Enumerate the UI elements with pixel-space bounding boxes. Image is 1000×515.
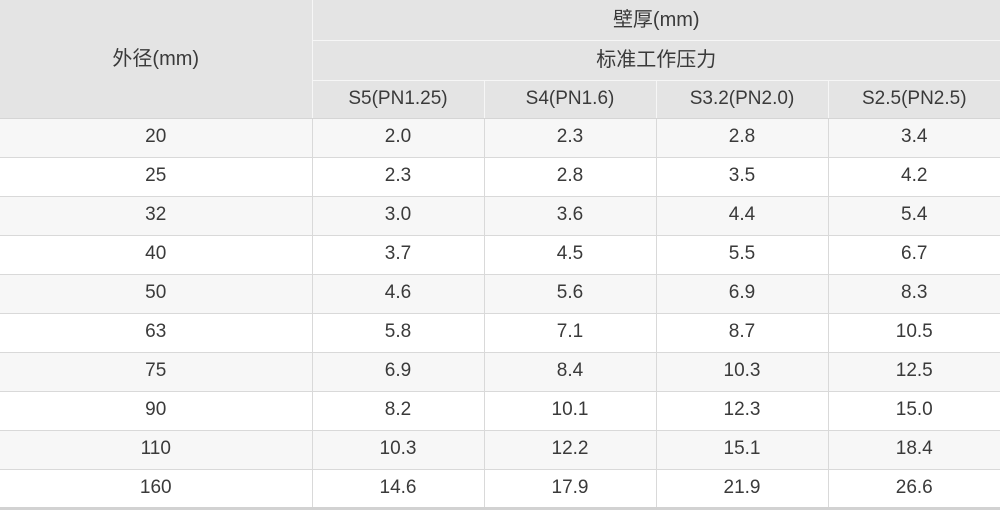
outer-diameter-header: 外径(mm) xyxy=(0,0,313,119)
column-header-s2-5: S2.5(PN2.5) xyxy=(827,79,1000,119)
wall-thickness-cell: 4.4 xyxy=(655,195,829,236)
wall-thickness-cell: 17.9 xyxy=(483,468,657,510)
table-row: 160 14.6 17.9 21.9 26.6 xyxy=(0,468,1000,510)
table-row: 32 3.0 3.6 4.4 5.4 xyxy=(0,195,1000,236)
wall-thickness-cell: 10.5 xyxy=(827,312,1000,353)
table-header: 外径(mm) 壁厚(mm) 标准工作压力 S5(PN1.25) S4(PN1.6… xyxy=(0,0,1000,119)
wall-thickness-cell: 3.7 xyxy=(311,234,485,275)
column-header-s5: S5(PN1.25) xyxy=(312,79,485,119)
outer-diameter-cell: 75 xyxy=(0,351,313,392)
wall-thickness-cell: 18.4 xyxy=(827,429,1000,470)
wall-thickness-cell: 5.6 xyxy=(483,273,657,314)
wall-thickness-cell: 3.6 xyxy=(483,195,657,236)
column-header-s3-2: S3.2(PN2.0) xyxy=(655,79,829,119)
wall-thickness-cell: 14.6 xyxy=(311,468,485,510)
wall-thickness-cell: 10.1 xyxy=(483,390,657,431)
outer-diameter-cell: 32 xyxy=(0,195,313,236)
wall-thickness-cell: 4.6 xyxy=(311,273,485,314)
wall-thickness-cell: 3.5 xyxy=(655,156,829,197)
wall-thickness-cell: 4.5 xyxy=(483,234,657,275)
wall-thickness-cell: 6.9 xyxy=(311,351,485,392)
wall-thickness-cell: 8.3 xyxy=(827,273,1000,314)
outer-diameter-cell: 25 xyxy=(0,156,313,197)
table-row: 40 3.7 4.5 5.5 6.7 xyxy=(0,234,1000,275)
outer-diameter-cell: 110 xyxy=(0,429,313,470)
table-row: 90 8.2 10.1 12.3 15.0 xyxy=(0,390,1000,431)
header-row-pressure: 标准工作压力 xyxy=(0,39,1000,81)
wall-thickness-cell: 2.3 xyxy=(311,156,485,197)
wall-thickness-cell: 8.2 xyxy=(311,390,485,431)
wall-thickness-cell: 6.9 xyxy=(655,273,829,314)
wall-thickness-cell: 15.1 xyxy=(655,429,829,470)
outer-diameter-cell: 50 xyxy=(0,273,313,314)
table-row: 20 2.0 2.3 2.8 3.4 xyxy=(0,117,1000,158)
wall-thickness-cell: 12.3 xyxy=(655,390,829,431)
table-row: 50 4.6 5.6 6.9 8.3 xyxy=(0,273,1000,314)
wall-thickness-cell: 12.5 xyxy=(827,351,1000,392)
standard-working-pressure-header: 标准工作压力 xyxy=(312,39,1000,81)
wall-thickness-cell: 21.9 xyxy=(655,468,829,510)
outer-diameter-cell: 63 xyxy=(0,312,313,353)
outer-diameter-cell: 160 xyxy=(0,468,313,510)
outer-diameter-cell: 90 xyxy=(0,390,313,431)
wall-thickness-cell: 4.2 xyxy=(827,156,1000,197)
header-row-wall-thickness: 外径(mm) 壁厚(mm) xyxy=(0,0,1000,119)
wall-thickness-cell: 8.4 xyxy=(483,351,657,392)
wall-thickness-cell: 10.3 xyxy=(311,429,485,470)
table-row: 63 5.8 7.1 8.7 10.5 xyxy=(0,312,1000,353)
wall-thickness-cell: 12.2 xyxy=(483,429,657,470)
wall-thickness-cell: 2.8 xyxy=(483,156,657,197)
wall-thickness-cell: 15.0 xyxy=(827,390,1000,431)
wall-thickness-cell: 2.0 xyxy=(311,117,485,158)
wall-thickness-cell: 6.7 xyxy=(827,234,1000,275)
outer-diameter-cell: 20 xyxy=(0,117,313,158)
table-row: 110 10.3 12.2 15.1 18.4 xyxy=(0,429,1000,470)
wall-thickness-cell: 3.4 xyxy=(827,117,1000,158)
wall-thickness-cell: 2.8 xyxy=(655,117,829,158)
wall-thickness-cell: 8.7 xyxy=(655,312,829,353)
table-body: 20 2.0 2.3 2.8 3.4 25 2.3 2.8 3.5 4.2 32 3.0 3.6 4.4 5… xyxy=(0,117,1000,510)
wall-thickness-cell: 10.3 xyxy=(655,351,829,392)
wall-thickness-cell: 5.5 xyxy=(655,234,829,275)
wall-thickness-cell: 3.0 xyxy=(311,195,485,236)
outer-diameter-cell: 40 xyxy=(0,234,313,275)
wall-thickness-header: 壁厚(mm) xyxy=(311,0,1000,41)
table-row: 75 6.9 8.4 10.3 12.5 xyxy=(0,351,1000,392)
column-header-s4: S4(PN1.6) xyxy=(483,79,657,119)
wall-thickness-cell: 5.4 xyxy=(827,195,1000,236)
wall-thickness-cell: 2.3 xyxy=(483,117,657,158)
header-row-columns: S5(PN1.25) S4(PN1.6) S3.2(PN2.0) S2.5(PN… xyxy=(0,79,1000,119)
wall-thickness-cell: 7.1 xyxy=(483,312,657,353)
wall-thickness-cell: 5.8 xyxy=(311,312,485,353)
table-row: 25 2.3 2.8 3.5 4.2 xyxy=(0,156,1000,197)
wall-thickness-cell: 26.6 xyxy=(827,468,1000,510)
